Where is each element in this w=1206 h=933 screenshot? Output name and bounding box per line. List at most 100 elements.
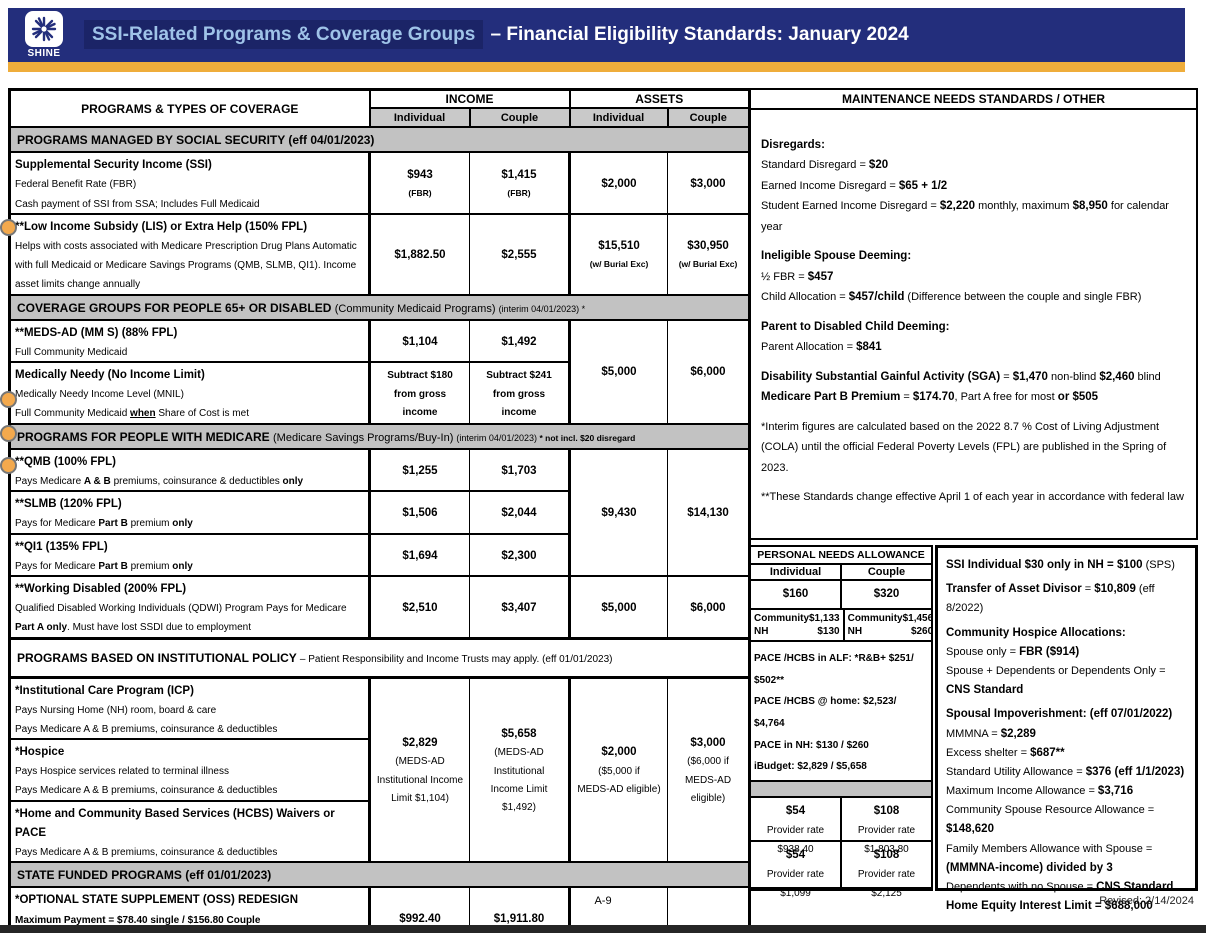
bottom-bar — [0, 925, 1206, 933]
text-line: $938.40 — [777, 844, 814, 856]
text-line: Qualified Disabled Working Individuals (… — [15, 603, 347, 634]
text-line: *Hospice — [15, 746, 65, 759]
assets-individual-cell: $15,510 (w/ Burial Exc) — [568, 212, 668, 296]
text-line: Standard Disregard = $20 — [761, 159, 889, 172]
text-line: $2,044 — [501, 507, 537, 520]
text-line: Provider rate $1,099 — [766, 869, 825, 900]
text-line: Full Community Medicaid when Share of Co… — [15, 408, 249, 420]
text-line: $1,911.80 — [493, 912, 545, 925]
text-line: $5,000 — [601, 366, 637, 379]
text-line: $2,000 — [601, 177, 637, 190]
maintenance-needs-body: Disregards: Standard Disregard = $20 Earne… — [751, 110, 1196, 507]
row-working-disabled: **Working Disabled (200% FPL) Qualified D… — [8, 574, 752, 640]
text-line: Federal Benefit Rate (FBR) — [15, 179, 137, 191]
section-state-funded: STATE FUNDED PROGRAMS (eff 01/01/2023) — [8, 861, 751, 889]
text-line: MEDS-AD eligible) — [684, 774, 732, 805]
text-line: Pays Medicare A & B premiums, coinsuranc… — [15, 785, 278, 797]
text-line: $1,703 — [501, 464, 537, 477]
text-line — [761, 307, 1186, 316]
pna-subheader-row: Individual Couple — [751, 565, 931, 581]
gold-divider — [8, 62, 1185, 72]
text-line: Spousal Impoverishment: (eff 07/01/2022) — [946, 708, 1173, 721]
text-line: Maximum Income Allowance = $3,716 — [946, 785, 1134, 798]
text-line: $108 — [873, 849, 900, 861]
section-institutional: PROGRAMS BASED ON INSTITUTIONAL POLICY –… — [8, 636, 751, 679]
text-line: $3,000 — [690, 737, 726, 750]
pna-row-base: $160 $320 — [751, 581, 931, 611]
pna-couple-cell: $320 — [842, 581, 931, 608]
text-line: $2,510 — [402, 601, 438, 614]
text-line: Subtract $241 — [486, 370, 552, 382]
text-line: PROGRAMS MANAGED BY SOCIAL SECURITY (eff… — [17, 133, 375, 147]
text-line: (w/ Burial Exc) — [678, 259, 738, 270]
text-line: Provider rate — [857, 869, 916, 881]
page-title-rest: – Financial Eligibility Standards: Janua… — [485, 24, 909, 45]
text-line: PROGRAMS BASED ON INSTITUTIONAL POLICY –… — [17, 650, 613, 665]
income-couple-cell: $1,703 — [469, 447, 571, 493]
text-line: PROGRAMS FOR PEOPLE WITH MEDICARE (Medic… — [17, 429, 636, 444]
text-line: **These Standards change effective April… — [761, 491, 1184, 504]
text-line: Transfer of Asset Divisor = $10,809 (eff… — [946, 583, 1155, 615]
text-line: $9,430 — [601, 507, 637, 520]
assets-couple-cell: $14,130 — [666, 447, 752, 577]
text-line: MMMNA = $2,289 — [946, 727, 1036, 740]
text-line: Disability Substantial Gainful Activity … — [761, 370, 1161, 383]
assets-individual-header: Individual — [568, 107, 669, 128]
text-line: Maximum Payment = $78.40 single / $156.8… — [15, 914, 261, 926]
pna-label: NH — [754, 626, 769, 638]
shine-logo: SHINE — [18, 11, 70, 59]
program-cell: *Institutional Care Program (ICP) Pays Nu… — [8, 675, 371, 741]
text-line: $6,000 — [690, 601, 726, 614]
text-line: $2,829 — [402, 737, 438, 750]
text-line: Community Hospice Allocations: — [946, 626, 1126, 639]
income-individual-cell: $1,104 — [368, 318, 470, 364]
pna-value: $1,456 — [902, 613, 934, 625]
page-title-highlight: SSI-Related Programs & Coverage Groups — [84, 20, 484, 49]
section-header-cell: COVERAGE GROUPS FOR PEOPLE 65+ OR DISABL… — [8, 293, 751, 321]
assets-individual-cell: $2,000 — [568, 151, 668, 215]
text-line: $3,407 — [501, 601, 537, 614]
text-line: Parent Allocation = $841 — [761, 341, 882, 354]
text-line — [761, 236, 1186, 245]
text-line: Pays Medicare A & B premiums, coinsuranc… — [15, 476, 304, 487]
income-individual-cell: $1,694 — [368, 532, 470, 577]
income-couple-cell: $2,044 — [469, 490, 571, 535]
text-line: *Home and Community Based Services (HCBS… — [15, 807, 335, 839]
income-couple-cell: $1,415 (FBR) — [469, 151, 571, 215]
text-line: Spouse only = FBR ($914) — [946, 645, 1080, 658]
assets-column-header: ASSETS — [568, 88, 751, 109]
text-line: $2,555 — [501, 248, 537, 261]
text-line: $5,658 — [501, 727, 537, 740]
text-line: (FBR) — [507, 187, 531, 198]
text-line: ½ FBR = $457 — [761, 270, 834, 283]
text-line: Pays Nursing Home (NH) room, board & car… — [15, 704, 217, 716]
text-line: Medically Needy Income Level (MNIL) — [15, 389, 184, 401]
text-line: Provider rate — [766, 825, 825, 837]
pna-individual-cell: $54 Provider rate $938.40 — [751, 798, 842, 855]
text-line: Ineligible Spouse Deeming: — [761, 250, 912, 263]
text-line: (MEDS-AD — [494, 747, 544, 759]
text-line: Earned Income Disregard = $65 + 1/2 — [761, 179, 948, 192]
pna-couple-cell: Community $1,456 NH $260 — [845, 610, 937, 640]
pna-value: $130 — [817, 626, 840, 638]
income-couple-cell: Subtract $241 from gross income — [469, 361, 571, 425]
text-line: $2,000 — [601, 746, 637, 759]
row-slmb: **SLMB (120% FPL) Pays for Medicare Part … — [8, 490, 750, 535]
maintenance-needs-header: MAINTENANCE NEEDS STANDARDS / OTHER — [751, 90, 1196, 110]
pna-value: $1,133 — [809, 613, 840, 625]
text-line: income — [402, 407, 438, 419]
income-individual-cell: $1,255 — [368, 447, 470, 493]
shine-logo-label: SHINE — [27, 48, 61, 59]
text-line: Home Equity Interest Limit = $688,000 — [946, 900, 1153, 913]
program-cell: **Working Disabled (200% FPL) Qualified D… — [8, 574, 371, 640]
pna-individual-cell: Community $1,133 NH $130 — [751, 610, 845, 641]
text-line: $160 — [782, 588, 809, 600]
pna-individual-cell: $54 Provider rate $1,099 — [751, 842, 842, 899]
text-line: $2,300 — [501, 549, 537, 562]
text-line: Pays for Medicare Part B premium only — [15, 518, 193, 530]
pna-label: NH — [847, 626, 863, 638]
text-line: $5,000 — [601, 601, 637, 614]
text-line: PACE /HCBS @ home: $2,523/ $4,764 — [754, 696, 897, 729]
text-line: Supplemental Security Income (SSI) — [15, 159, 212, 172]
text-line: PACE in NH: $130 / $260 — [754, 739, 869, 751]
